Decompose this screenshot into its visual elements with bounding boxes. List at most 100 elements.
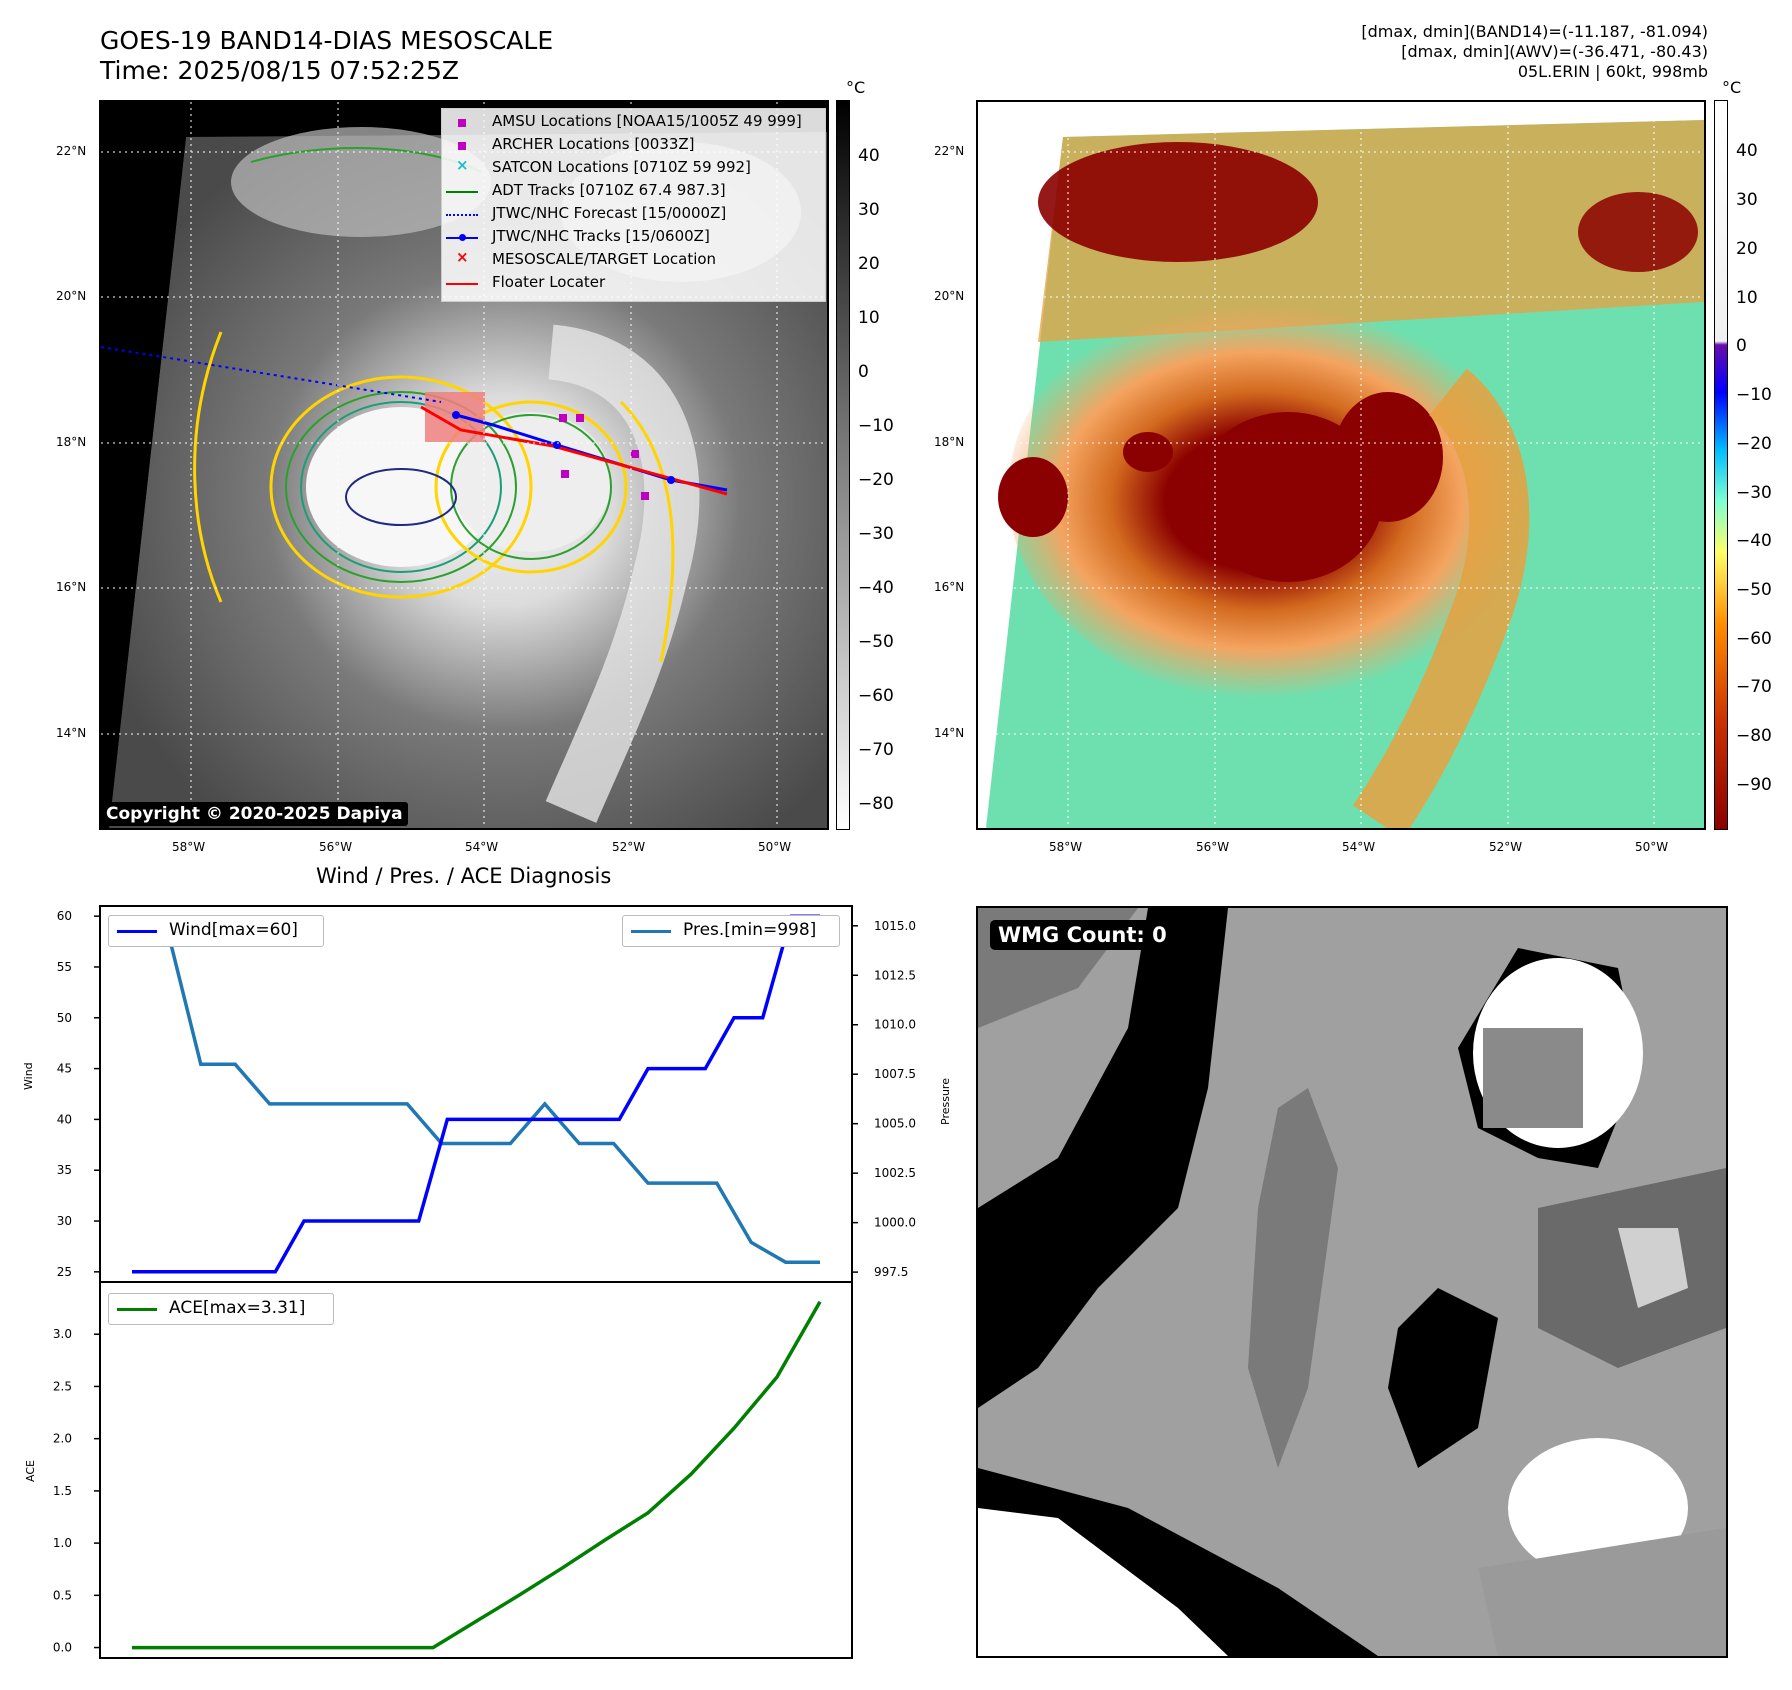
wind-tick-label: 55 (57, 960, 72, 974)
legend-marker-target: × (456, 248, 469, 266)
ir-lon-tick-58w: 58°W (172, 840, 206, 854)
ace-tick-label: 2.0 (53, 1432, 72, 1446)
awv-colorbar-tick-40: 40 (1736, 141, 1758, 161)
ir-legend: AMSU Locations [NOAA15/1005Z 49 999] ARC… (441, 108, 826, 302)
ace-tick-label: 3.0 (53, 1327, 72, 1341)
ir-colorbar-tick-m80: −80 (858, 794, 894, 814)
wind-tick-label: 50 (57, 1011, 72, 1025)
ir-title-line1: GOES-19 BAND14-DIAS MESOSCALE (100, 26, 554, 55)
ir-colorbar-tick-40: 40 (858, 146, 880, 166)
wmg-count-label: WMG Count: 0 (990, 920, 1175, 950)
ir-map: AMSU Locations [NOAA15/1005Z 49 999] ARC… (99, 100, 829, 830)
awv-map (976, 100, 1706, 830)
awv-colorbar-tick-0: 0 (1736, 336, 1747, 356)
ir-lon-tick-54w: 54°W (465, 840, 499, 854)
ace-tick-label: 0.0 (53, 1641, 72, 1655)
awv-info-line3: 05L.ERIN | 60kt, 998mb (1517, 62, 1708, 81)
legend-label-target: MESOSCALE/TARGET Location (492, 250, 717, 268)
pres-tick-label: 1012.5 (874, 968, 916, 982)
awv-info-line2: [dmax, dmin](AWV)=(-36.471, -80.43) (1401, 42, 1708, 61)
pres-tick-label: 1007.5 (874, 1067, 916, 1081)
awv-colorbar-tick-30: 30 (1736, 190, 1758, 210)
legend-marker-adt (446, 191, 478, 193)
awv-lat-tick-20n: 20°N (934, 289, 965, 303)
pres-tick-label: 1010.0 (874, 1018, 916, 1032)
awv-lat-tick-16n: 16°N (934, 580, 965, 594)
legend-label-floater: Floater Locater (492, 273, 606, 291)
ace-axes-frame (99, 1281, 853, 1659)
ir-colorbar-tick-m70: −70 (858, 740, 894, 760)
ir-lat-tick-22n: 22°N (56, 144, 87, 158)
ir-lat-tick-20n: 20°N (56, 289, 87, 303)
awv-info-line1: [dmax, dmin](BAND14)=(-11.187, -81.094) (1361, 22, 1708, 41)
ace-tick-label: 1.0 (53, 1536, 72, 1550)
awv-colorbar-tick-m80: −80 (1736, 726, 1772, 746)
legend-marker-tracks-dot (459, 234, 466, 241)
legend-label-adt: ADT Tracks [0710Z 67.4 987.3] (492, 181, 726, 199)
ir-lat-tick-16n: 16°N (56, 580, 87, 594)
awv-colorbar-tick-m60: −60 (1736, 629, 1772, 649)
pres-line (132, 924, 820, 1264)
ir-colorbar-tick-30: 30 (858, 200, 880, 220)
pres-tick-label: 1005.0 (874, 1117, 916, 1131)
ir-colorbar-tick-m60: −60 (858, 686, 894, 706)
wind-tick-label: 30 (57, 1214, 72, 1228)
ir-colorbar-tick-m10: −10 (858, 416, 894, 436)
awv-colorbar-tick-m30: −30 (1736, 483, 1772, 503)
ace-tick-label: 1.5 (53, 1484, 72, 1498)
ir-lat-tick-18n: 18°N (56, 435, 87, 449)
copyright-label: Copyright © 2020-2025 Dapiya (101, 802, 408, 826)
awv-colorbar-tick-m40: −40 (1736, 531, 1772, 551)
wind-pres-axes-frame (99, 905, 853, 1283)
wind-tick-label: 25 (57, 1265, 72, 1279)
ace-legend: ACE[max=3.31] (108, 1293, 334, 1325)
awv-colorbar-tick-20: 20 (1736, 239, 1758, 259)
ir-colorbar-tick-10: 10 (858, 308, 880, 328)
awv-lon-tick-56w: 56°W (1196, 840, 1230, 854)
legend-marker-amsu (458, 119, 466, 127)
wind-legend-swatch (117, 930, 157, 933)
wind-axis-label: Wind (22, 1062, 35, 1090)
awv-lon-tick-54w: 54°W (1342, 840, 1376, 854)
pres-tick-label: 997.5 (874, 1265, 908, 1279)
awv-imagery (978, 102, 1704, 828)
wind-legend: Wind[max=60] (108, 915, 324, 947)
wind-tick-label: 35 (57, 1163, 72, 1177)
wmg-map: WMG Count: 0 (976, 906, 1728, 1658)
pres-tick-label: 1002.5 (874, 1166, 916, 1180)
pres-legend: Pres.[min=998] (622, 915, 840, 947)
legend-label-tracks: JTWC/NHC Tracks [15/0600Z] (492, 227, 710, 245)
legend-label-archer: ARCHER Locations [0033Z] (492, 135, 695, 153)
legend-marker-forecast (446, 214, 478, 216)
legend-marker-satcon: × (456, 156, 469, 174)
awv-colorbar-tick-10: 10 (1736, 288, 1758, 308)
ir-colorbar-tick-m40: −40 (858, 578, 894, 598)
awv-lon-tick-50w: 50°W (1635, 840, 1669, 854)
awv-lon-tick-52w: 52°W (1489, 840, 1523, 854)
ace-axis-label: ACE (24, 1460, 37, 1482)
awv-colorbar-tick-m20: −20 (1736, 434, 1772, 454)
wmg-imagery (978, 908, 1726, 1656)
legend-marker-floater (446, 283, 478, 285)
legend-label-forecast: JTWC/NHC Forecast [15/0000Z] (492, 204, 727, 222)
awv-lat-tick-14n: 14°N (934, 726, 965, 740)
pres-legend-label: Pres.[min=998] (683, 920, 817, 940)
ir-colorbar-tick-m30: −30 (858, 524, 894, 544)
diagnosis-title: Wind / Pres. / ACE Diagnosis (316, 864, 612, 888)
ir-colorbar-tick-m20: −20 (858, 470, 894, 490)
ir-colorbar (836, 100, 850, 830)
awv-lat-tick-18n: 18°N (934, 435, 965, 449)
ir-colorbar-unit: °C (846, 78, 866, 97)
awv-colorbar-tick-m90: −90 (1736, 775, 1772, 795)
ace-tick-label: 2.5 (53, 1379, 72, 1393)
awv-colorbar-unit: °C (1722, 78, 1742, 97)
pressure-axis-label: Pressure (939, 1078, 952, 1125)
awv-colorbar (1714, 100, 1728, 830)
legend-label-amsu: AMSU Locations [NOAA15/1005Z 49 999] (492, 112, 802, 130)
pres-tick-label: 1015.0 (874, 919, 916, 933)
wind-tick-label: 40 (57, 1112, 72, 1126)
pres-legend-swatch (631, 930, 671, 933)
awv-lon-tick-58w: 58°W (1049, 840, 1083, 854)
ir-colorbar-tick-20: 20 (858, 254, 880, 274)
ace-legend-swatch (117, 1308, 157, 1311)
